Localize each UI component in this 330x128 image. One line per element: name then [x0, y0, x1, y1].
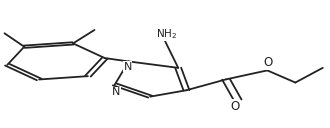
Text: N: N [123, 62, 132, 72]
Text: O: O [263, 56, 273, 70]
Text: O: O [230, 100, 240, 113]
Text: NH$_2$: NH$_2$ [156, 27, 177, 41]
Text: N: N [112, 87, 121, 97]
